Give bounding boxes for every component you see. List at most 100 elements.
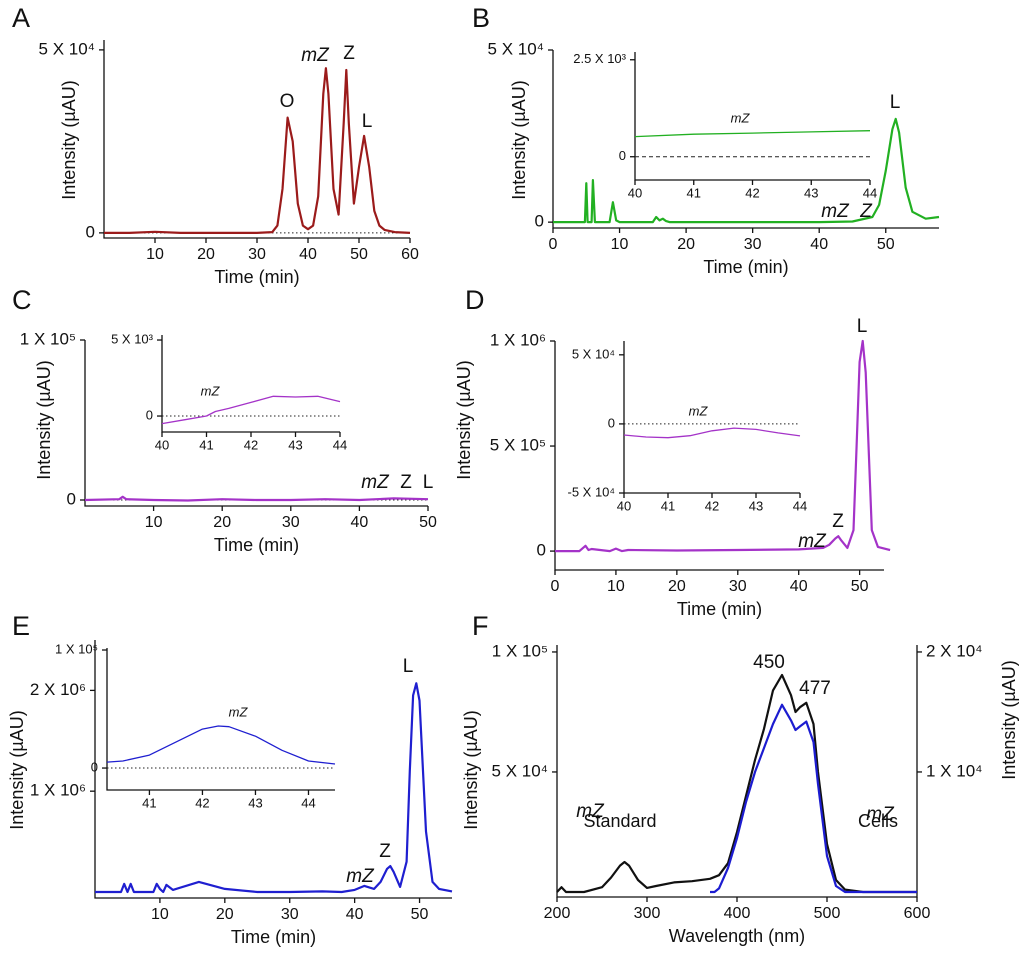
peak-label: Z (379, 841, 391, 862)
x-tick-label: 44 (301, 795, 315, 810)
y-axis-label: Intensity (µAU) (59, 80, 79, 199)
series-label: Cells (858, 811, 898, 831)
y2-axis-label: Intensity (µAU) (999, 660, 1019, 779)
peak-label: mZ (689, 403, 709, 418)
x-tick-label: 41 (687, 185, 701, 200)
peak-label: mZ (731, 110, 751, 125)
x-tick-label: 41 (661, 498, 675, 513)
y-tick-label: 0 (537, 541, 546, 560)
y-tick-label: 5 X 10⁴ (572, 346, 615, 361)
y-tick-label: 1 X 10⁵ (20, 329, 76, 348)
axis-line (554, 341, 884, 571)
x-axis-label: Time (min) (677, 599, 762, 619)
y-tick-label: 0 (608, 415, 615, 430)
axis-line (106, 648, 335, 791)
peak-label: Z (832, 511, 844, 532)
peak-label: L (362, 111, 373, 132)
y-tick-label: 5 X 10⁴ (492, 761, 548, 780)
x-tick-label: 41 (142, 795, 156, 810)
x-tick-label: 600 (904, 905, 931, 922)
x-axis-label: Time (min) (214, 535, 299, 555)
x-tick-label: 10 (611, 236, 629, 253)
data-line (556, 673, 917, 894)
x-tick-label: 40 (346, 906, 364, 923)
y-axis-label: Intensity (µAU) (34, 360, 54, 479)
y-tick-label: 2 X 10⁶ (30, 680, 86, 699)
y-tick-label: -5 X 10⁴ (568, 484, 616, 499)
y-axis-label: Intensity (µAU) (509, 80, 529, 199)
peak-label: mZ (361, 472, 390, 493)
x-axis-label: Time (min) (703, 257, 788, 277)
x-tick-label: 44 (793, 498, 807, 513)
y2-tick-label: 2 X 10⁴ (926, 641, 982, 660)
x-tick-label: 30 (281, 906, 299, 923)
peak-label: mZ (866, 804, 895, 825)
axis-line (552, 50, 939, 229)
y-tick-label: 0 (535, 212, 544, 231)
x-tick-label: 10 (151, 906, 169, 923)
y2-tick-label: 1 X 10⁴ (926, 761, 982, 780)
x-tick-label: 42 (195, 795, 209, 810)
data-line (553, 117, 940, 224)
x-tick-label: 40 (790, 578, 808, 595)
x-tick-label: 43 (749, 498, 763, 513)
peak-label: L (423, 472, 434, 493)
y-tick-label: 0 (91, 759, 98, 774)
y-tick-label: 5 X 10⁴ (488, 39, 544, 58)
y-tick-label: 1 X 10⁶ (30, 781, 86, 800)
x-tick-label: 40 (617, 498, 631, 513)
axis-line (84, 340, 428, 507)
y-tick-label: 5 X 10³ (111, 331, 154, 346)
y-tick-label: 0 (146, 407, 153, 422)
peak-label: Z (859, 201, 873, 222)
peak-label: mZ (346, 866, 375, 887)
x-axis-label: Wavelength (nm) (669, 926, 805, 946)
y-axis-label: Intensity (µAU) (454, 360, 474, 479)
x-tick-label: 200 (544, 905, 571, 922)
peak-label: mZ (576, 801, 605, 822)
peak-label: mZ (301, 45, 330, 66)
y-axis-label: Intensity (µAU) (7, 710, 27, 829)
peak-label: 450 (753, 652, 785, 673)
peak-label: L (890, 92, 901, 113)
peak-label: Z (400, 472, 412, 493)
y-axis-label: Intensity (µAU) (461, 710, 481, 829)
panel-letter: A (12, 3, 30, 33)
x-tick-label: 60 (401, 246, 419, 263)
panel-letter: C (12, 285, 32, 315)
x-tick-label: 50 (411, 906, 429, 923)
peak-label: Z (343, 43, 355, 64)
panel-letter: F (472, 611, 489, 641)
x-tick-label: 50 (851, 578, 869, 595)
axis-line (161, 335, 340, 433)
x-tick-label: 42 (705, 498, 719, 513)
panel-letter: D (465, 285, 485, 315)
data-line (104, 67, 411, 234)
x-tick-label: 40 (351, 514, 369, 531)
data-line (634, 130, 871, 138)
peak-label: mZ (229, 704, 249, 719)
x-tick-label: 500 (814, 905, 841, 922)
x-tick-label: 43 (288, 437, 302, 452)
x-tick-label: 0 (551, 578, 560, 595)
peak-label: L (857, 316, 868, 337)
x-tick-label: 20 (677, 236, 695, 253)
x-tick-label: 42 (244, 437, 258, 452)
y-tick-label: 2.5 X 10³ (573, 51, 626, 66)
x-tick-label: 10 (146, 246, 164, 263)
x-tick-label: 20 (197, 246, 215, 263)
peak-label: 477 (799, 678, 831, 699)
y-tick-label: 0 (619, 148, 626, 163)
x-axis-label: Time (min) (231, 927, 316, 947)
x-tick-label: 300 (634, 905, 661, 922)
panel-letter: E (12, 611, 30, 641)
x-tick-label: 400 (724, 905, 751, 922)
x-tick-label: 30 (282, 514, 300, 531)
x-tick-label: 30 (729, 578, 747, 595)
data-line (106, 725, 336, 765)
x-tick-label: 50 (350, 246, 368, 263)
x-tick-label: 30 (744, 236, 762, 253)
peak-label: O (280, 91, 295, 112)
axis-line (634, 52, 870, 181)
